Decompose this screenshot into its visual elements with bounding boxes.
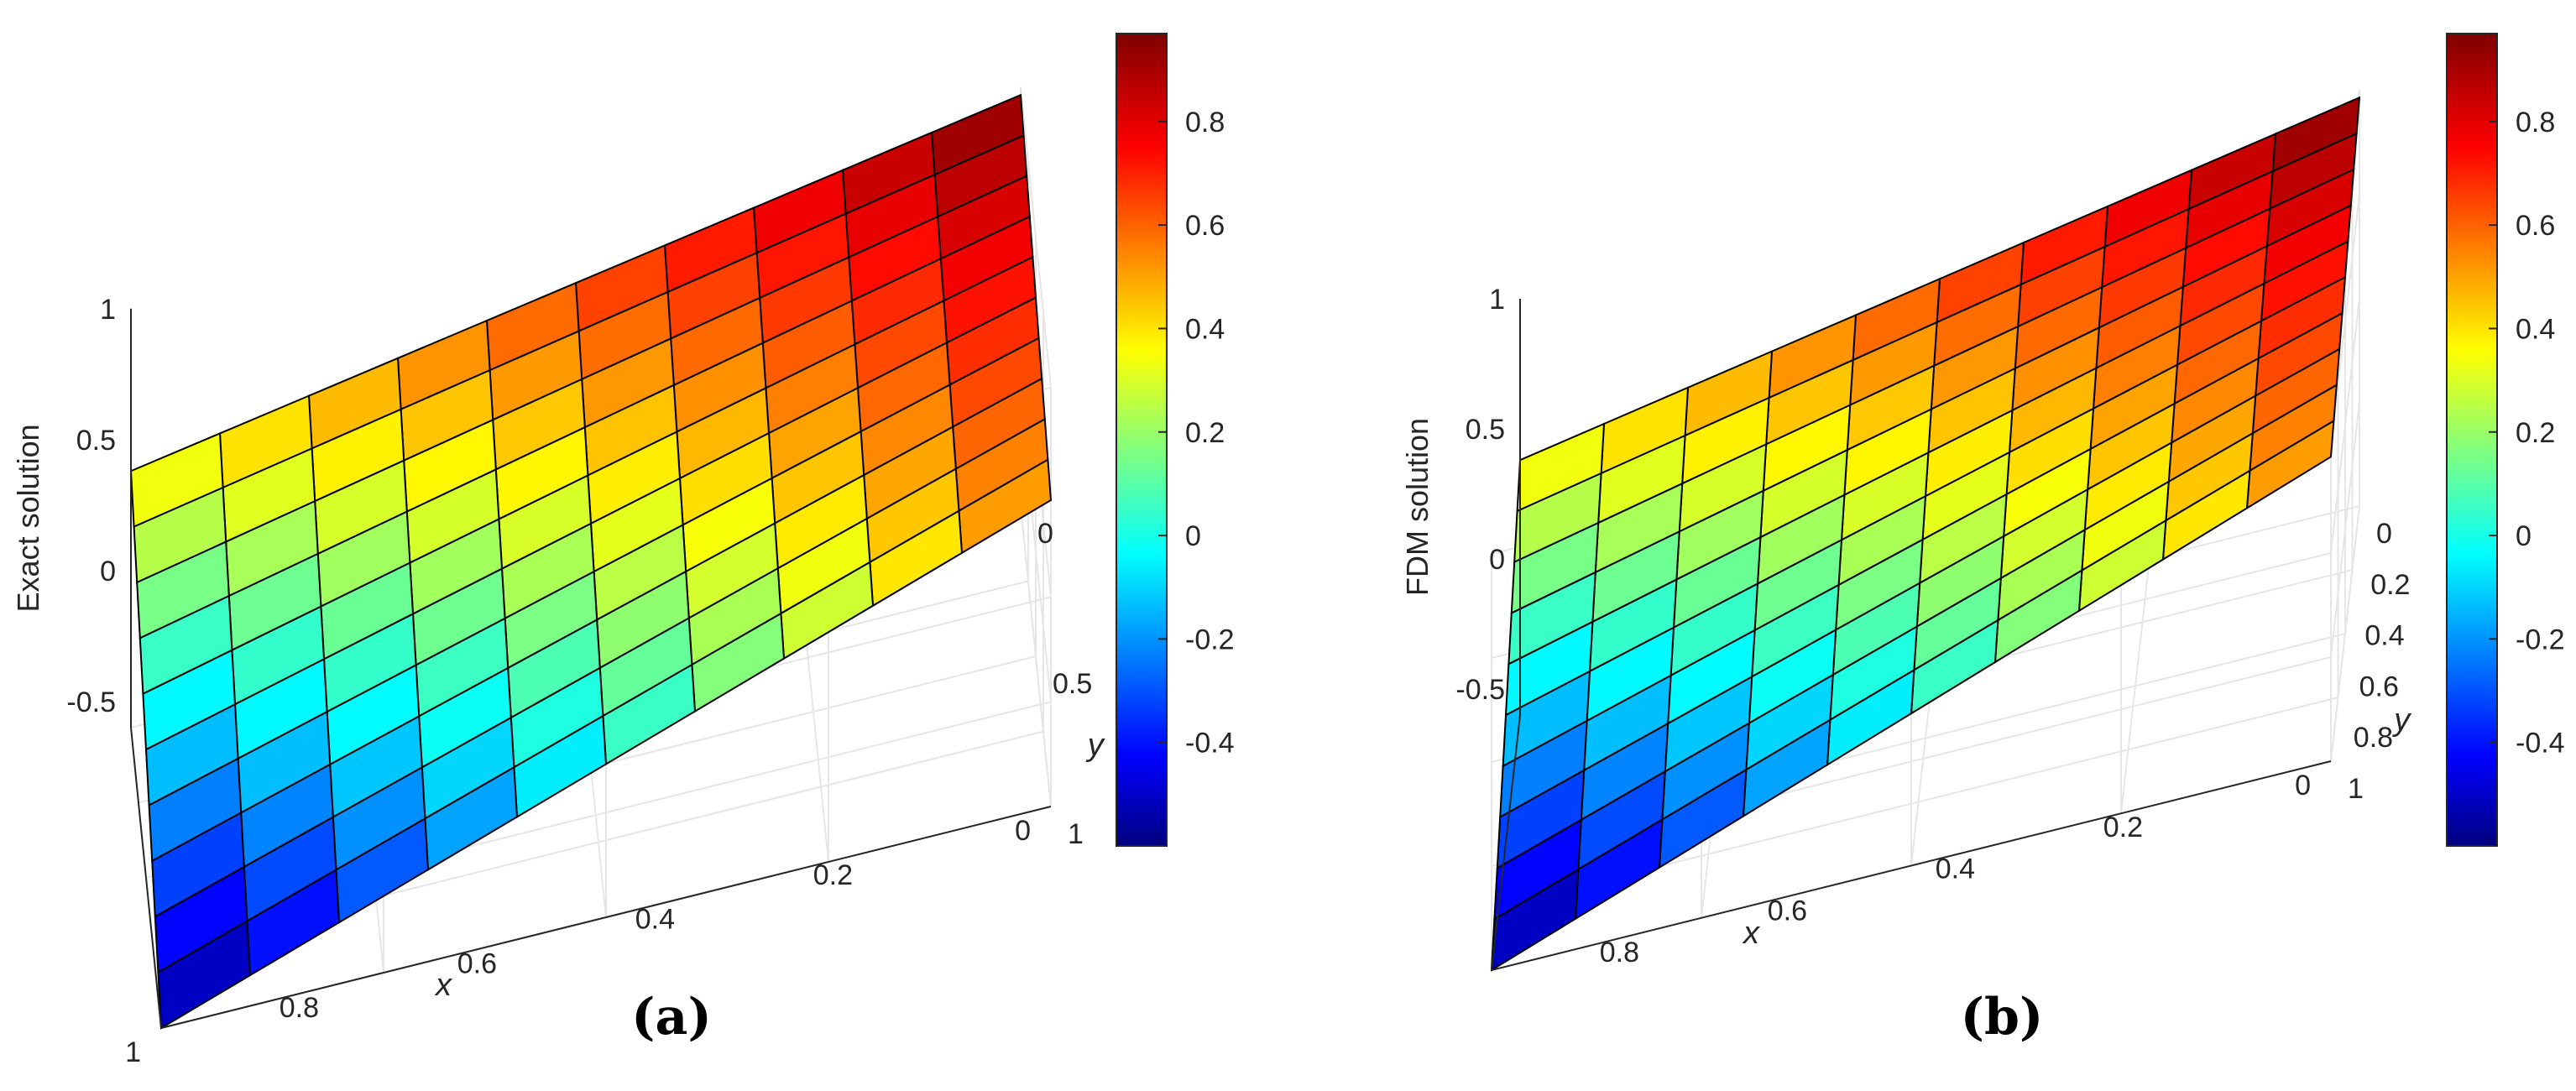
x-axis-line <box>1491 714 1521 971</box>
colorbar-tick-label: 0.2 <box>2516 417 2555 449</box>
tick-labels: 0 0.2 0.4 0.6 0.8 1 0 0.5 1 -0.5 0 0.5 1 <box>66 294 1092 1068</box>
z-tick-label: -0.5 <box>1455 674 1505 706</box>
colorbar-tick-label: -0.2 <box>1185 624 1235 655</box>
z-axis-label: FDM solution <box>1400 418 1434 596</box>
z-tick-label: 0.5 <box>1466 414 1505 446</box>
x-tick-label: 0.8 <box>280 992 319 1024</box>
colorbar-tick-label: 0.4 <box>2516 313 2555 345</box>
colorbar-tick-label: -0.4 <box>1185 728 1235 760</box>
colorbar-tick-label: -0.2 <box>2516 624 2565 655</box>
y-tick-label: 1 <box>1068 818 1084 850</box>
colorbar-tick-label: 0.8 <box>1185 107 1225 138</box>
y-axis-line <box>1491 760 2332 971</box>
x-tick-label: 0.2 <box>2103 812 2143 843</box>
colorbar-tick-label: 0.6 <box>1185 210 1225 242</box>
colorbar-tick-label: -0.4 <box>2516 728 2565 760</box>
x-tick-label: 0 <box>1015 815 1031 847</box>
x-tick-label: 0.4 <box>635 904 675 936</box>
x-tick-label: 0.2 <box>813 859 853 891</box>
axes <box>130 308 1052 1029</box>
panel-caption: (b) <box>1961 988 2044 1047</box>
tick-labels: 0 0.2 0.4 0.6 0.8 0 0.2 0.4 0.6 0.8 1 -0.5 0 0.5 1 <box>1455 284 2410 968</box>
colorbar: 0.8 0.6 0.4 0.2 0 -0.2 -0.4 <box>2446 33 2565 847</box>
x-tick-label: 0.8 <box>1600 937 1639 968</box>
y-axis-label: y <box>2391 702 2411 738</box>
panel-a-surface-plot: 0 0.2 0.4 0.6 0.8 1 0 0.5 1 -0.5 0 0.5 1 x y Exact solu… <box>11 33 1235 1068</box>
x-axis-label: x <box>434 968 453 1003</box>
colorbar-tick-label: 0.4 <box>1185 313 1225 345</box>
x-tick-label: 0.6 <box>457 947 497 979</box>
colorbar-tick-label: 0.6 <box>2516 210 2555 242</box>
y-tick-label: 0 <box>1037 518 1053 550</box>
y-tick-label: 0.4 <box>2364 620 2404 652</box>
colorbar-gradient <box>1116 33 1168 847</box>
z-tick-label: 0 <box>100 556 116 587</box>
colorbar-gradient <box>2446 33 2498 847</box>
panel-caption: (a) <box>631 988 712 1047</box>
x-tick-label: 0.4 <box>1936 853 1975 885</box>
panel-b-surface-plot: 0 0.2 0.4 0.6 0.8 0 0.2 0.4 0.6 0.8 1 -0.5 0 0.5 1 x y FD… <box>1400 33 2565 1047</box>
y-tick-label: 0.6 <box>2359 671 2399 702</box>
colorbar-tick-label: 0.2 <box>1185 417 1225 449</box>
x-tick-label: 1 <box>125 1036 141 1068</box>
colorbar-tick-label: 0 <box>2516 520 2532 552</box>
y-axis-line <box>160 806 1052 1029</box>
z-tick-label: 0.5 <box>76 425 116 457</box>
z-tick-label: -0.5 <box>66 686 116 718</box>
colorbar-tick-label: 0.8 <box>2516 107 2555 138</box>
x-axis-label: x <box>1742 916 1761 951</box>
y-tick-label: 0.5 <box>1053 668 1092 700</box>
y-tick-label: 0.8 <box>2354 722 2393 754</box>
y-tick-label: 0.2 <box>2370 569 2410 601</box>
colorbar: 0.8 0.6 0.4 0.2 0 -0.2 -0.4 <box>1116 33 1235 847</box>
x-tick-label: 0 <box>2295 770 2311 801</box>
y-tick-label: 1 <box>2348 773 2364 805</box>
z-axis-label: Exact solution <box>11 424 45 612</box>
colorbar-tick-label: 0 <box>1185 520 1201 552</box>
y-axis-label: y <box>1085 728 1105 763</box>
z-tick-label: 0 <box>1489 544 1505 576</box>
axes <box>1491 299 2332 971</box>
x-axis-line <box>130 727 162 1029</box>
z-tick-label: 1 <box>1489 284 1505 316</box>
x-tick-label: 0.6 <box>1768 895 1807 927</box>
y-tick-label: 0 <box>2376 518 2392 550</box>
surface <box>129 93 1053 1030</box>
surface <box>1490 96 2361 972</box>
z-tick-label: 1 <box>100 294 116 326</box>
